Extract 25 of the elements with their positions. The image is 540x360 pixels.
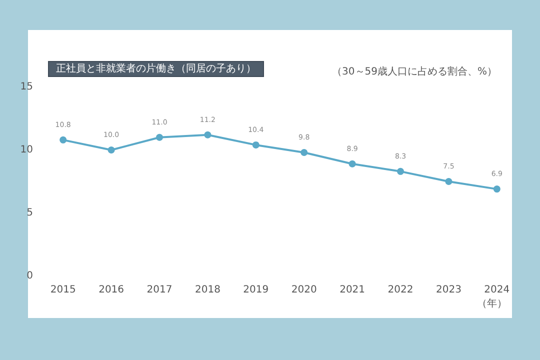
x-axis-title: （年） [477,298,507,310]
x-tick-label: 2016 [98,284,124,296]
x-tick-label: 2021 [340,284,366,296]
x-tick-label: 2018 [194,284,220,296]
point [348,160,356,168]
x-tick-label: 2017 [146,284,172,296]
x-tick-label: 2022 [388,284,414,296]
point [252,141,260,148]
point [397,168,404,175]
point [156,134,163,141]
x-tick-label: 2020 [291,284,317,296]
chart-title: 正社員と非就業者の片働き（同居の子あり） [56,62,256,74]
x-tick-label: 2023 [436,284,462,296]
point [108,146,115,154]
x-tick-label: 2019 [243,284,269,296]
y-tick-label: 5 [26,208,33,218]
y-tick-label: 0 [26,270,33,282]
point [445,178,452,185]
point [204,131,212,138]
x-tick-label: 2024 [484,284,510,296]
x-tick-label: 2015 [50,284,76,296]
point [300,149,308,156]
point [60,136,67,144]
point [493,186,500,193]
chart-subtitle: （30～59歳人口に占める割合、%） [332,66,497,78]
